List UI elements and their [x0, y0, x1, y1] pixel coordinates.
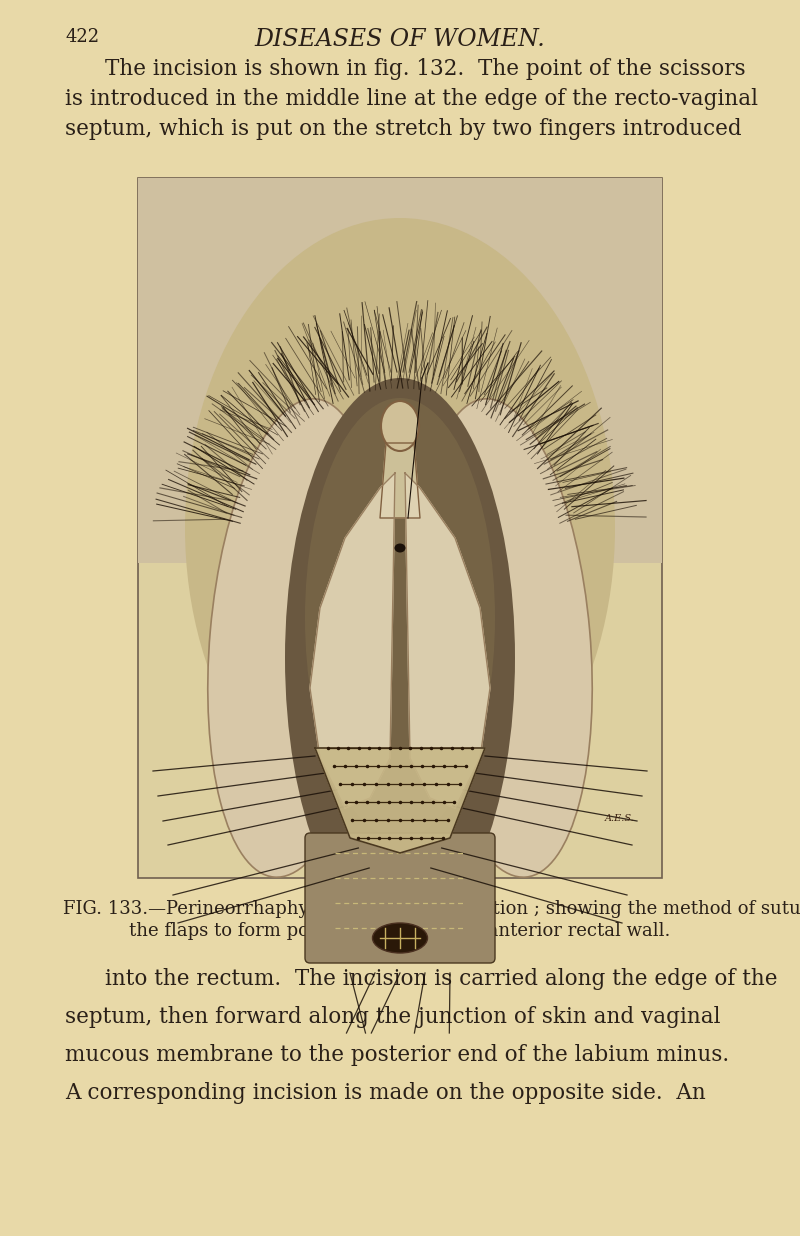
- Ellipse shape: [394, 544, 406, 552]
- Ellipse shape: [208, 399, 382, 878]
- Text: into the rectum.  The incision is carried along the edge of the: into the rectum. The incision is carried…: [105, 968, 778, 990]
- Bar: [138, 178, 662, 878]
- Text: The incision is shown in fig. 132.  The point of the scissors: The incision is shown in fig. 132. The p…: [105, 58, 746, 80]
- Polygon shape: [405, 473, 490, 808]
- Text: is introduced in the middle line at the edge of the recto-vaginal: is introduced in the middle line at the …: [65, 88, 758, 110]
- Ellipse shape: [285, 378, 515, 938]
- Text: DISEASES OF WOMEN.: DISEASES OF WOMEN.: [254, 28, 546, 51]
- Polygon shape: [380, 442, 420, 518]
- Text: A corresponding incision is made on the opposite side.  An: A corresponding incision is made on the …: [65, 1082, 706, 1104]
- Ellipse shape: [418, 399, 592, 878]
- Text: mucous membrane to the posterior end of the labium minus.: mucous membrane to the posterior end of …: [65, 1044, 729, 1065]
- Ellipse shape: [373, 923, 427, 953]
- Text: the flaps to form posterior vaginal and anterior rectal wall.: the flaps to form posterior vaginal and …: [130, 922, 670, 941]
- Text: septum, which is put on the stretch by two fingers introduced: septum, which is put on the stretch by t…: [65, 117, 742, 140]
- Ellipse shape: [381, 400, 419, 451]
- Polygon shape: [315, 748, 485, 853]
- Bar: [138, 178, 662, 564]
- Ellipse shape: [185, 218, 615, 838]
- Text: FIG. 133.—Perineorrhaphy for complete laceration ; showing the method of suturin: FIG. 133.—Perineorrhaphy for complete la…: [63, 900, 800, 918]
- Polygon shape: [310, 473, 395, 808]
- FancyBboxPatch shape: [305, 833, 495, 963]
- Ellipse shape: [305, 398, 495, 838]
- Text: 422: 422: [65, 28, 99, 46]
- Text: septum, then forward along the junction of skin and vaginal: septum, then forward along the junction …: [65, 1006, 721, 1028]
- Text: A.E.S.: A.E.S.: [604, 815, 634, 823]
